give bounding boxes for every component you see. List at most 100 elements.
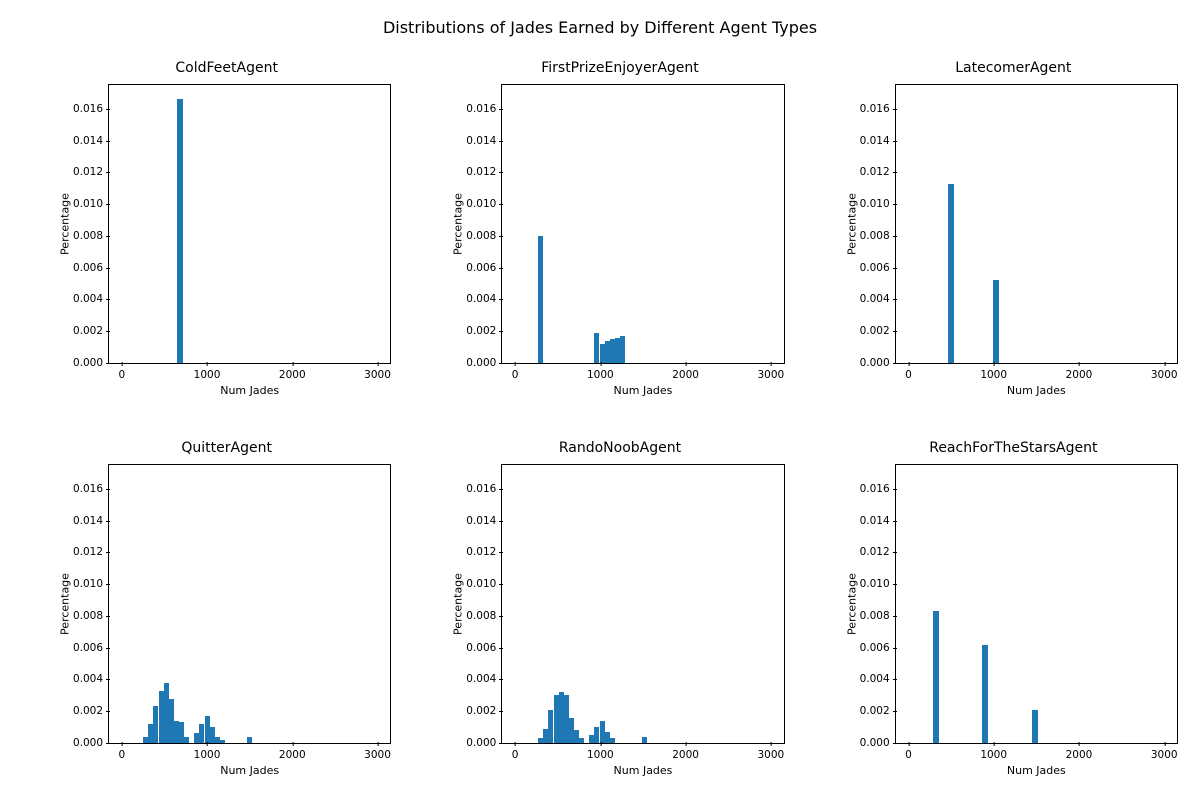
histogram-bar — [933, 611, 939, 743]
tick-mark — [106, 172, 110, 173]
y-axis-label: Percentage — [845, 193, 858, 255]
tick-mark — [207, 362, 208, 366]
tick-mark — [686, 362, 687, 366]
tick-mark — [499, 141, 503, 142]
tick-mark — [106, 584, 110, 585]
tick-mark — [600, 362, 601, 366]
histogram-bar — [620, 336, 625, 363]
x-axis-label: Num Jades — [1007, 384, 1066, 397]
subplot: RandoNoobAgent0.0000.0020.0040.0060.0080… — [453, 440, 786, 790]
subplot: ReachForTheStarsAgent0.0000.0020.0040.00… — [847, 440, 1180, 790]
x-axis-label: Num Jades — [220, 764, 279, 777]
x-tick-label: 0 — [118, 743, 125, 761]
x-tick-label: 2000 — [672, 363, 699, 381]
tick-mark — [106, 363, 110, 364]
axes-wrap: 0.0000.0020.0040.0060.0080.0100.0120.014… — [895, 84, 1178, 364]
x-axis-label: Num Jades — [614, 764, 673, 777]
tick-mark — [908, 362, 909, 366]
y-tick-label: 0.002 — [73, 325, 109, 337]
tick-mark — [515, 742, 516, 746]
x-tick-label: 3000 — [1151, 743, 1178, 761]
tick-mark — [893, 172, 897, 173]
tick-mark — [893, 648, 897, 649]
tick-mark — [499, 172, 503, 173]
subplot: QuitterAgent0.0000.0020.0040.0060.0080.0… — [60, 440, 393, 790]
tick-mark — [893, 236, 897, 237]
y-tick-label: 0.010 — [466, 198, 502, 210]
tick-mark — [893, 711, 897, 712]
y-tick-label: 0.014 — [466, 135, 502, 147]
tick-mark — [499, 331, 503, 332]
x-tick-label: 3000 — [364, 363, 391, 381]
tick-mark — [994, 362, 995, 366]
tick-mark — [893, 204, 897, 205]
y-tick-label: 0.006 — [73, 262, 109, 274]
tick-mark — [994, 742, 995, 746]
x-tick-label: 1000 — [194, 363, 221, 381]
y-tick-label: 0.000 — [860, 357, 896, 369]
x-tick-label: 2000 — [279, 363, 306, 381]
tick-mark — [207, 742, 208, 746]
axes: 0.0000.0020.0040.0060.0080.0100.0120.014… — [895, 84, 1178, 364]
y-tick-label: 0.002 — [466, 325, 502, 337]
histogram-bar — [1032, 710, 1038, 743]
histogram-bar — [642, 737, 647, 743]
y-tick-label: 0.016 — [466, 483, 502, 495]
y-tick-label: 0.006 — [73, 642, 109, 654]
histogram-bar — [982, 645, 988, 743]
tick-mark — [893, 299, 897, 300]
tick-mark — [499, 616, 503, 617]
y-tick-label: 0.012 — [860, 546, 896, 558]
tick-mark — [106, 299, 110, 300]
y-tick-label: 0.002 — [73, 705, 109, 717]
subplot: ColdFeetAgent0.0000.0020.0040.0060.0080.… — [60, 60, 393, 410]
tick-mark — [893, 363, 897, 364]
y-tick-label: 0.008 — [73, 230, 109, 242]
y-tick-label: 0.010 — [860, 198, 896, 210]
y-tick-label: 0.012 — [73, 546, 109, 558]
subplot-title: ColdFeetAgent — [60, 60, 393, 76]
tick-mark — [771, 742, 772, 746]
tick-mark — [686, 742, 687, 746]
y-tick-label: 0.004 — [860, 673, 896, 685]
y-tick-label: 0.016 — [73, 483, 109, 495]
tick-mark — [893, 679, 897, 680]
y-tick-label: 0.014 — [73, 135, 109, 147]
x-tick-label: 1000 — [587, 743, 614, 761]
tick-mark — [106, 236, 110, 237]
y-tick-label: 0.004 — [466, 293, 502, 305]
y-tick-label: 0.004 — [73, 673, 109, 685]
y-tick-label: 0.000 — [466, 357, 502, 369]
x-tick-label: 3000 — [757, 363, 784, 381]
x-tick-label: 3000 — [364, 743, 391, 761]
tick-mark — [499, 743, 503, 744]
tick-mark — [1164, 742, 1165, 746]
tick-mark — [378, 742, 379, 746]
x-axis-label: Num Jades — [1007, 764, 1066, 777]
tick-mark — [515, 362, 516, 366]
y-tick-label: 0.016 — [73, 103, 109, 115]
x-axis-label: Num Jades — [220, 384, 279, 397]
x-tick-label: 0 — [905, 743, 912, 761]
tick-mark — [499, 236, 503, 237]
y-tick-label: 0.010 — [860, 578, 896, 590]
x-tick-label: 0 — [905, 363, 912, 381]
x-axis-label: Num Jades — [614, 384, 673, 397]
y-tick-label: 0.006 — [860, 642, 896, 654]
tick-mark — [499, 584, 503, 585]
y-tick-label: 0.006 — [860, 262, 896, 274]
y-tick-label: 0.012 — [466, 546, 502, 558]
y-tick-label: 0.016 — [860, 103, 896, 115]
tick-mark — [499, 679, 503, 680]
tick-mark — [1164, 362, 1165, 366]
x-tick-label: 3000 — [1151, 363, 1178, 381]
y-tick-label: 0.004 — [73, 293, 109, 305]
tick-mark — [893, 109, 897, 110]
y-tick-label: 0.010 — [466, 578, 502, 590]
histogram-bar — [247, 737, 252, 743]
figure-suptitle: Distributions of Jades Earned by Differe… — [0, 18, 1200, 37]
tick-mark — [106, 204, 110, 205]
axes: 0.0000.0020.0040.0060.0080.0100.0120.014… — [895, 464, 1178, 744]
y-tick-label: 0.012 — [73, 166, 109, 178]
tick-mark — [292, 742, 293, 746]
